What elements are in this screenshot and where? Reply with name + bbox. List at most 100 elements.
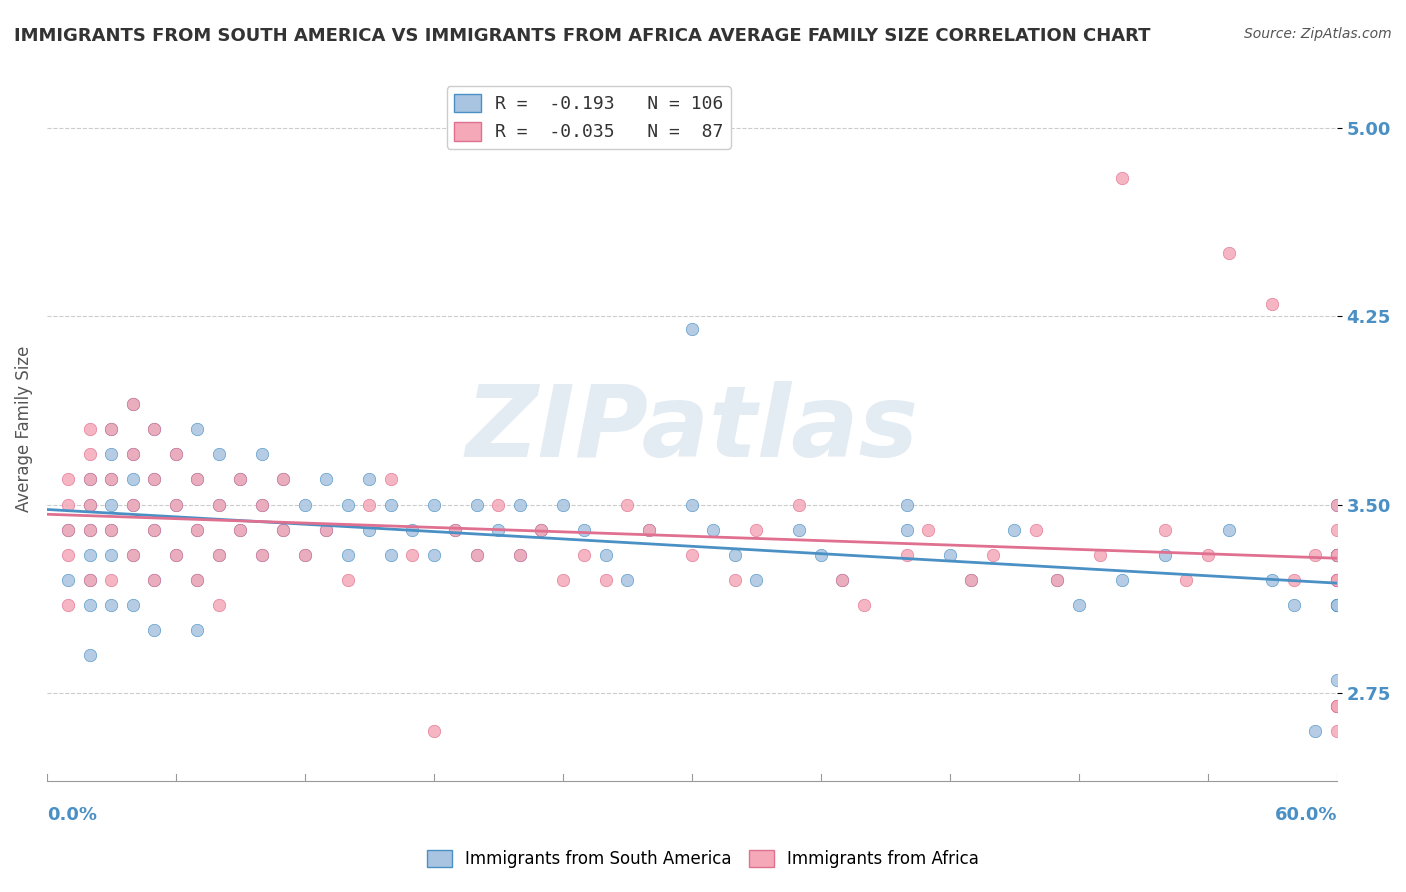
Point	[122, 498, 145, 512]
Point	[981, 548, 1004, 562]
Point	[896, 548, 918, 562]
Point	[1090, 548, 1112, 562]
Point	[143, 472, 166, 486]
Point	[1305, 548, 1327, 562]
Point	[551, 498, 574, 512]
Point	[315, 472, 337, 486]
Point	[960, 573, 983, 587]
Point	[165, 498, 187, 512]
Point	[100, 422, 122, 436]
Point	[1326, 573, 1348, 587]
Point	[58, 523, 80, 537]
Point	[1326, 548, 1348, 562]
Legend: Immigrants from South America, Immigrants from Africa: Immigrants from South America, Immigrant…	[420, 843, 986, 875]
Point	[1111, 573, 1133, 587]
Point	[509, 548, 531, 562]
Point	[595, 548, 617, 562]
Point	[79, 598, 101, 612]
Point	[100, 548, 122, 562]
Point	[294, 548, 316, 562]
Point	[79, 472, 101, 486]
Point	[100, 523, 122, 537]
Point	[79, 498, 101, 512]
Point	[229, 472, 252, 486]
Point	[208, 498, 231, 512]
Point	[250, 498, 273, 512]
Point	[789, 498, 811, 512]
Point	[1218, 246, 1240, 260]
Y-axis label: Average Family Size: Average Family Size	[15, 346, 32, 512]
Point	[1326, 698, 1348, 713]
Point	[852, 598, 875, 612]
Point	[58, 598, 80, 612]
Point	[1326, 573, 1348, 587]
Point	[1067, 598, 1090, 612]
Point	[380, 548, 402, 562]
Point	[1305, 723, 1327, 738]
Point	[1282, 573, 1305, 587]
Point	[100, 523, 122, 537]
Point	[79, 573, 101, 587]
Point	[896, 498, 918, 512]
Point	[250, 548, 273, 562]
Point	[79, 523, 101, 537]
Point	[917, 523, 939, 537]
Point	[423, 498, 446, 512]
Point	[122, 397, 145, 411]
Point	[122, 548, 145, 562]
Text: ZIPatlas: ZIPatlas	[465, 381, 918, 478]
Point	[789, 523, 811, 537]
Point	[486, 498, 509, 512]
Point	[122, 447, 145, 461]
Point	[58, 573, 80, 587]
Point	[100, 573, 122, 587]
Point	[423, 723, 446, 738]
Point	[444, 523, 467, 537]
Point	[1326, 498, 1348, 512]
Point	[574, 548, 596, 562]
Point	[1326, 598, 1348, 612]
Point	[79, 422, 101, 436]
Point	[58, 523, 80, 537]
Point	[724, 573, 747, 587]
Point	[100, 472, 122, 486]
Point	[143, 573, 166, 587]
Point	[1326, 573, 1348, 587]
Point	[896, 523, 918, 537]
Point	[380, 472, 402, 486]
Point	[100, 422, 122, 436]
Point	[250, 447, 273, 461]
Point	[186, 422, 208, 436]
Point	[831, 573, 853, 587]
Point	[810, 548, 832, 562]
Point	[1111, 170, 1133, 185]
Point	[401, 523, 423, 537]
Point	[1326, 548, 1348, 562]
Point	[681, 498, 703, 512]
Point	[122, 598, 145, 612]
Point	[229, 523, 252, 537]
Point	[465, 548, 488, 562]
Point	[1326, 548, 1348, 562]
Legend: R =  -0.193   N = 106, R =  -0.035   N =  87: R = -0.193 N = 106, R = -0.035 N = 87	[447, 87, 731, 149]
Point	[745, 573, 768, 587]
Point	[465, 498, 488, 512]
Point	[939, 548, 962, 562]
Point	[1154, 523, 1177, 537]
Point	[1326, 598, 1348, 612]
Point	[509, 498, 531, 512]
Point	[401, 548, 423, 562]
Text: IMMIGRANTS FROM SOUTH AMERICA VS IMMIGRANTS FROM AFRICA AVERAGE FAMILY SIZE CORR: IMMIGRANTS FROM SOUTH AMERICA VS IMMIGRA…	[14, 27, 1150, 45]
Point	[681, 548, 703, 562]
Point	[574, 523, 596, 537]
Point	[208, 498, 231, 512]
Point	[143, 472, 166, 486]
Point	[79, 498, 101, 512]
Point	[724, 548, 747, 562]
Point	[1046, 573, 1069, 587]
Point	[638, 523, 661, 537]
Point	[1326, 698, 1348, 713]
Point	[359, 523, 381, 537]
Point	[273, 523, 295, 537]
Point	[58, 498, 80, 512]
